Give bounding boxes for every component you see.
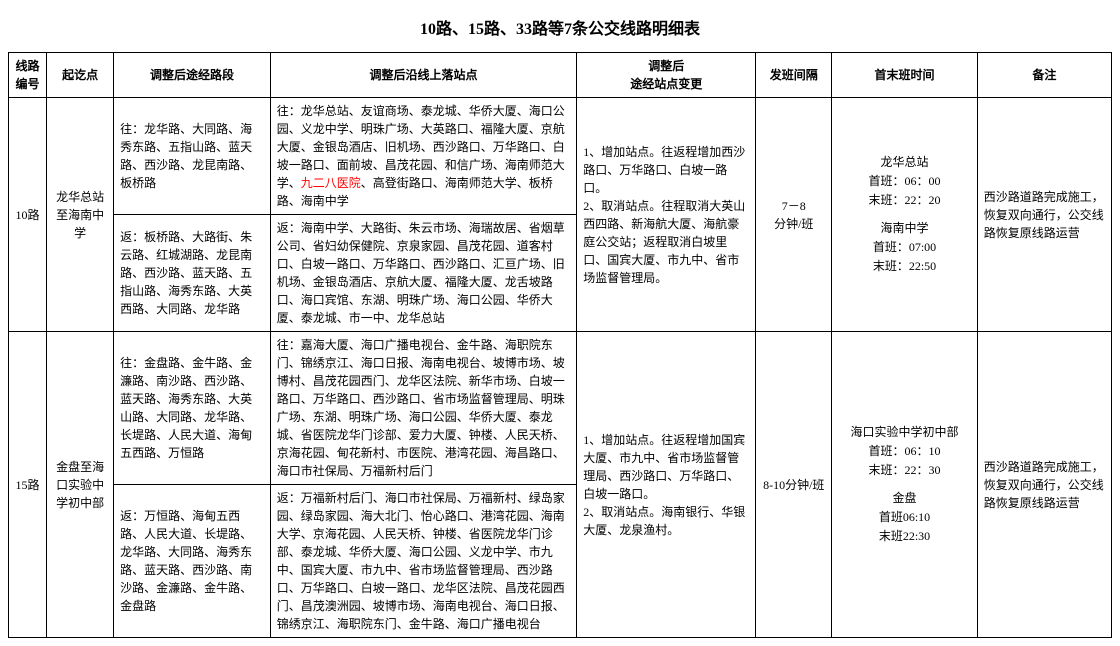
route-endpoints: 龙华总站至海南中学 [47,98,114,332]
table-wrap: 10路、15路、33路等7条公交线路明细表 线路编号 起讫点 调整后途经路段 调… [8,8,1112,638]
segment-return: 返：万恒路、海甸五西路、人民大道、长堤路、龙华路、大同路、海秀东路、蓝天路、西沙… [114,485,271,638]
segment-forward: 往：金盘路、金牛路、金濂路、南沙路、西沙路、蓝天路、海秀东路、大英山路、大同路、… [114,332,271,485]
stops-forward-highlight: 九二八医院 [301,176,361,190]
route-changes: 1、增加站点。往返程增加西沙路口、万华路口、白坡一路口。 2、取消站点。往程取消… [577,98,756,332]
route-notes: 西沙路道路完成施工，恢复双向通行，公交线路恢复原线路运营 [977,98,1111,332]
times-terminal-a-name: 海口实验中学初中部 [838,423,970,442]
header-stops: 调整后沿线上落站点 [270,53,577,98]
route-notes: 西沙路道路完成施工，恢复双向通行，公交线路恢复原线路运营 [977,332,1111,638]
times-terminal-b-name: 海南中学 [838,219,970,238]
header-segment: 调整后途经路段 [114,53,271,98]
table-row: 10路 龙华总站至海南中学 往：龙华路、大同路、海秀东路、五指山路、蓝天路、西沙… [9,98,1112,215]
route-id: 10路 [9,98,47,332]
bus-route-table: 10路、15路、33路等7条公交线路明细表 线路编号 起讫点 调整后途经路段 调… [8,8,1112,638]
route-times: 龙华总站 首班：06：00 末班：22：20 海南中学 首班：07:00 末班：… [832,98,977,332]
header-changes: 调整后 途经站点变更 [577,53,756,98]
times-terminal-a-name: 龙华总站 [838,153,970,172]
title-row: 10路、15路、33路等7条公交线路明细表 [9,8,1112,53]
stops-forward: 往：嘉海大厦、海口广播电视台、金牛路、海职院东门、锦绣京江、海口日报、海南电视台… [270,332,577,485]
route-times: 海口实验中学初中部 首班：06：10 末班：22：30 金盘 首班06:10 末… [832,332,977,638]
times-terminal-b-name: 金盘 [838,489,970,508]
header-times: 首末班时间 [832,53,977,98]
times-terminal-a-last: 末班：22：30 [838,461,970,480]
route-freq: 7－8 分钟/班 [756,98,832,332]
segment-forward: 往：龙华路、大同路、海秀东路、五指山路、蓝天路、西沙路、龙昆南路、板桥路 [114,98,271,215]
header-endpoints: 起讫点 [47,53,114,98]
times-terminal-b-last: 末班22:30 [838,527,970,546]
times-terminal-b-last: 末班：22:50 [838,257,970,276]
times-terminal-b-first: 首班06:10 [838,508,970,527]
route-changes: 1、增加站点。往返程增加国宾大厦、市九中、省市场监督管理局、西沙路口、万华路口、… [577,332,756,638]
times-terminal-b-first: 首班：07:00 [838,238,970,257]
table-row: 15路 金盘至海口实验中学初中部 往：金盘路、金牛路、金濂路、南沙路、西沙路、蓝… [9,332,1112,485]
table-title: 10路、15路、33路等7条公交线路明细表 [9,8,1112,53]
header-route: 线路编号 [9,53,47,98]
route-freq: 8-10分钟/班 [756,332,832,638]
route-endpoints: 金盘至海口实验中学初中部 [47,332,114,638]
times-terminal-a-last: 末班：22：20 [838,191,970,210]
stops-forward: 往：龙华总站、友谊商场、泰龙城、华侨大厦、海口公园、义龙中学、明珠广场、大英路口… [270,98,577,215]
times-terminal-a-first: 首班：06：00 [838,172,970,191]
stops-return: 返：海南中学、大路街、朱云市场、海瑞故居、省烟草公司、省妇幼保健院、京泉家园、昌… [270,215,577,332]
stops-return: 返：万福新村后门、海口市社保局、万福新村、绿岛家园、绿岛家园、海大北门、怡心路口… [270,485,577,638]
segment-return: 返：板桥路、大路街、朱云路、红城湖路、龙昆南路、西沙路、蓝天路、五指山路、海秀东… [114,215,271,332]
header-row: 线路编号 起讫点 调整后途经路段 调整后沿线上落站点 调整后 途经站点变更 发班… [9,53,1112,98]
header-notes: 备注 [977,53,1111,98]
route-id: 15路 [9,332,47,638]
header-freq: 发班间隔 [756,53,832,98]
times-terminal-a-first: 首班：06：10 [838,442,970,461]
